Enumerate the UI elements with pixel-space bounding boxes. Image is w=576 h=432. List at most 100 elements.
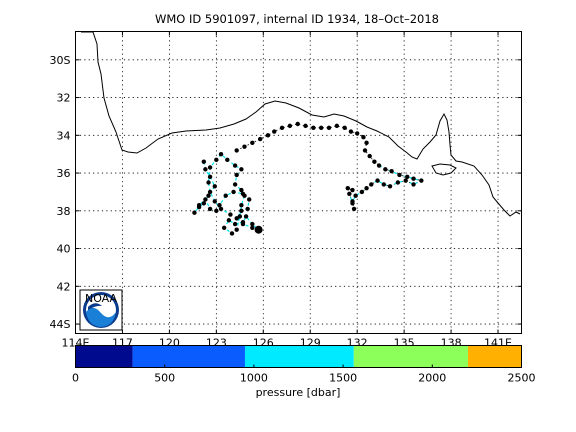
profile-point: [242, 144, 247, 149]
profile-point: [201, 159, 207, 164]
profile-point: [201, 201, 207, 206]
profile-point: [364, 140, 369, 146]
colorbar-tick-label: 2500: [508, 372, 536, 385]
x-axis-ticks: 114E 117 120 123 126 129 132 135 138 141E: [62, 31, 512, 350]
profile-point: [342, 125, 347, 130]
coastline: [81, 31, 521, 217]
profile-point: [223, 193, 228, 198]
profile-point: [250, 221, 255, 227]
profile-point: [207, 189, 213, 195]
profile-point: [240, 219, 246, 225]
chart-title: WMO ID 5901097, internal ID 1934, 18–Oct…: [155, 12, 439, 26]
profile-point: [359, 189, 365, 195]
profile-point: [395, 180, 401, 185]
profile-point: [218, 206, 224, 212]
profile-point: [369, 182, 374, 187]
profile-point: [250, 225, 255, 230]
profile-point: [287, 123, 293, 129]
profile-point: [354, 131, 360, 136]
profile-point: [232, 163, 238, 168]
profile-point: [203, 197, 208, 202]
profile-point: [279, 125, 285, 130]
profile-point: [347, 191, 352, 197]
profile-point: [234, 227, 239, 232]
colorbar-bin: [244, 345, 354, 368]
profile-point: [351, 206, 357, 212]
profile-point: [372, 159, 377, 164]
profile-point: [212, 199, 217, 204]
profile-point: [196, 202, 202, 208]
map-grid: [75, 31, 522, 334]
profile-point: [397, 172, 402, 178]
profile-point: [383, 167, 388, 172]
colorbar-label: pressure [dbar]: [256, 386, 341, 399]
profile-point: [361, 135, 366, 140]
map-frame: [75, 31, 522, 334]
profile-point: [318, 125, 324, 130]
profile-point: [245, 206, 250, 212]
profile-point: [218, 151, 224, 157]
profile-point: [250, 140, 255, 146]
colorbar-tick-label: 500: [154, 372, 175, 385]
profile-point: [419, 178, 424, 183]
profile-point: [234, 172, 239, 178]
colorbar-bin: [353, 345, 468, 368]
profile-point: [221, 225, 227, 230]
profile-point: [411, 182, 416, 187]
profile-point: [226, 218, 232, 223]
profile-point: [234, 148, 239, 153]
profile-point: [212, 184, 217, 189]
profile-point: [295, 121, 300, 127]
y-tick-label: 32: [57, 92, 71, 105]
profile-point: [411, 176, 416, 181]
island-outline: [431, 163, 457, 176]
profile-point: [345, 185, 350, 191]
track-line: [346, 164, 424, 210]
profile-point: [381, 182, 386, 187]
profile-points: [192, 121, 424, 236]
profile-point: [389, 168, 394, 174]
profile-point: [239, 208, 244, 214]
profile-point: [387, 184, 393, 189]
colorbar-bin: [132, 345, 245, 368]
colorbar-tick-label: 2000: [418, 372, 446, 385]
profile-point: [242, 193, 247, 198]
profile-point: [376, 163, 382, 168]
float-tracks: [193, 123, 424, 235]
profile-point: [364, 185, 369, 191]
noaa-logo: NOAA: [79, 289, 123, 331]
profile-point: [239, 187, 244, 193]
profile-point: [192, 210, 197, 215]
profile-point: [214, 157, 219, 163]
y-tick-label: 38: [57, 205, 71, 218]
profile-point: [228, 212, 233, 217]
profile-point: [229, 231, 235, 236]
profile-point: [403, 178, 408, 183]
profile-point: [203, 167, 208, 172]
profile-point: [239, 167, 244, 172]
profile-point: [334, 123, 340, 129]
y-tick-label: 44S: [50, 318, 71, 331]
colorbar-tick-label: 0: [72, 372, 79, 385]
profile-point: [206, 180, 211, 185]
profile-point: [225, 157, 230, 163]
y-tick-label: 34: [57, 129, 71, 142]
y-tick-label: 42: [57, 280, 71, 293]
profile-point: [350, 201, 355, 206]
colorbar-frame: [75, 345, 522, 368]
profile-point: [254, 225, 263, 234]
profile-point: [265, 133, 271, 138]
pressure-colorbar: 0 500 1000 1500 2000 2500: [72, 345, 536, 385]
profile-point: [217, 202, 222, 208]
y-tick-label: 30S: [50, 54, 71, 67]
profile-point: [326, 125, 332, 130]
profile-point: [362, 148, 368, 153]
track-line: [236, 123, 423, 210]
profile-point: [231, 189, 236, 195]
profile-point: [207, 174, 213, 180]
colorbar-tick-label: 1000: [240, 372, 268, 385]
profile-point: [232, 182, 238, 187]
profile-point: [367, 153, 372, 159]
profile-point: [353, 193, 358, 198]
